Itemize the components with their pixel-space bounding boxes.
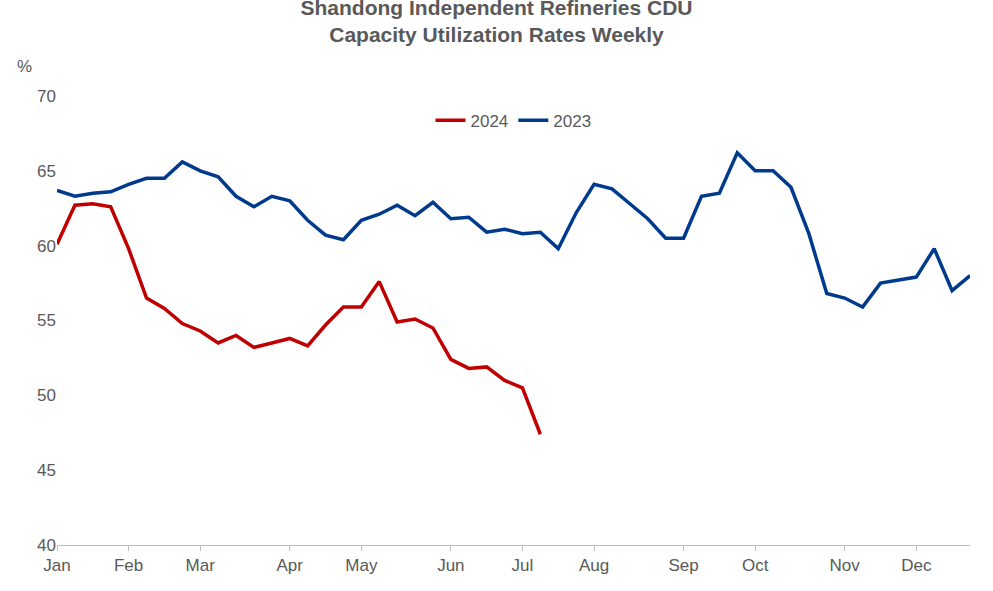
svg-text:65: 65 — [37, 162, 56, 181]
svg-text:50: 50 — [37, 386, 56, 405]
svg-text:2023: 2023 — [553, 112, 591, 131]
svg-text:45: 45 — [37, 461, 56, 480]
svg-text:%: % — [17, 57, 32, 76]
svg-text:Nov: Nov — [830, 556, 861, 575]
svg-text:Jul: Jul — [512, 556, 534, 575]
svg-text:70: 70 — [37, 87, 56, 106]
svg-text:Oct: Oct — [742, 556, 769, 575]
svg-text:2024: 2024 — [471, 112, 509, 131]
svg-text:Aug: Aug — [579, 556, 609, 575]
svg-text:Sep: Sep — [668, 556, 698, 575]
svg-text:Mar: Mar — [186, 556, 216, 575]
svg-text:Jun: Jun — [437, 556, 464, 575]
svg-text:Jan: Jan — [43, 556, 70, 575]
svg-text:Shandong Independent Refinerie: Shandong Independent Refineries CDUCapac… — [300, 0, 692, 46]
svg-text:Feb: Feb — [114, 556, 143, 575]
svg-text:May: May — [345, 556, 378, 575]
svg-text:Dec: Dec — [901, 556, 932, 575]
svg-text:55: 55 — [37, 311, 56, 330]
svg-text:40: 40 — [37, 536, 56, 555]
svg-text:Apr: Apr — [276, 556, 303, 575]
svg-text:60: 60 — [37, 237, 56, 256]
